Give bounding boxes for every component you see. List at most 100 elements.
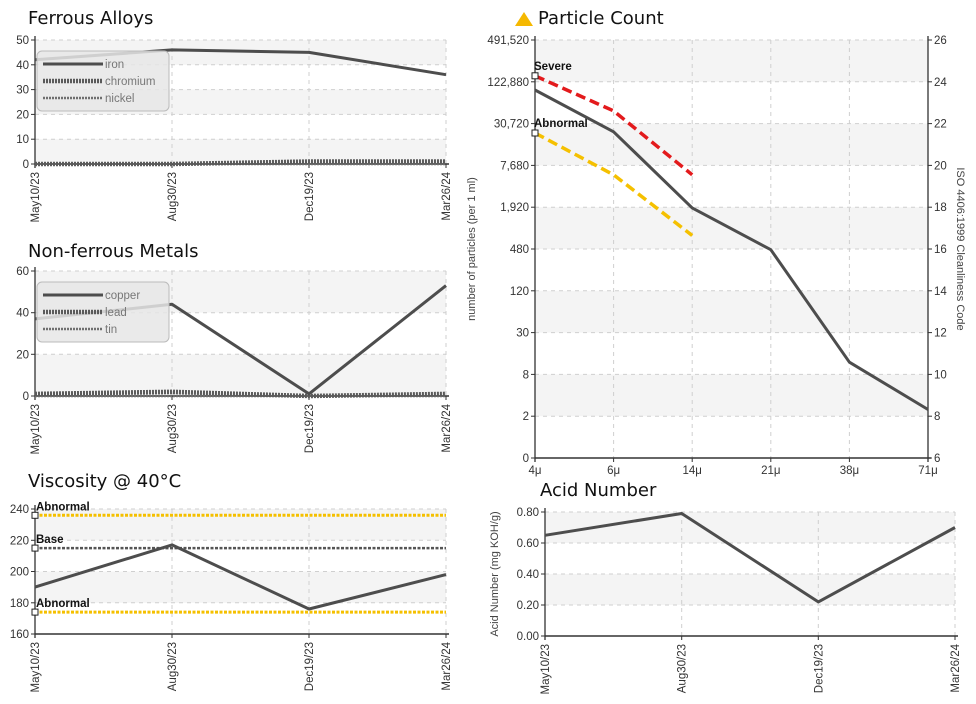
- legend-box: [36, 281, 170, 343]
- y-tick-label: 0.40: [517, 569, 539, 581]
- y-tick-label-right: 26: [934, 35, 947, 47]
- limit-marker: [31, 608, 39, 616]
- y-tick-label: 0.60: [517, 538, 539, 550]
- y-tick-label: 240: [10, 504, 29, 516]
- y-tick-label: 220: [10, 535, 29, 547]
- x-tick-label: Dec19/23: [813, 644, 825, 693]
- y-tick-label: 20: [16, 349, 29, 361]
- x-tick-label: Dec19/23: [304, 642, 316, 691]
- y-tick-label: 480: [510, 244, 529, 256]
- y-tick-label: 0.00: [517, 631, 539, 643]
- limit-marker: [531, 72, 539, 80]
- x-tick-label: May10/23: [540, 644, 552, 695]
- x-tick-label: 38μ: [840, 465, 859, 477]
- y-tick-label-right: 12: [934, 328, 947, 340]
- limit-label-base: Base: [36, 534, 64, 546]
- limit-line-severe: [534, 74, 694, 177]
- y-tick-label: 200: [10, 567, 29, 579]
- y-tick-label: 0: [23, 159, 29, 171]
- x-tick-label: Mar26/24: [950, 643, 962, 692]
- x-tick-label: May10/23: [30, 172, 42, 223]
- y-axis-label-right: ISO 4406:1999 Cleanliness Code: [954, 167, 966, 330]
- y-tick-label: 0: [23, 391, 29, 403]
- y-tick-label: 20: [16, 109, 29, 121]
- grid-band: [535, 374, 928, 417]
- limit-marker: [531, 129, 539, 137]
- y-tick-label-right: 22: [934, 119, 947, 131]
- legend-label-tin: tin: [105, 324, 117, 336]
- acid-chart: 0.00 0.20 0.40 0.60 0.80 May10/23 Aug30/23 Dec1…: [489, 507, 962, 695]
- x-tick-label: Aug30/23: [677, 644, 689, 693]
- legend-box: [36, 50, 170, 112]
- y-tick-label: 0.80: [517, 507, 539, 519]
- x-tick-label: Dec19/23: [304, 172, 316, 221]
- grid-band: [545, 574, 955, 605]
- legend-label-lead: lead: [105, 307, 127, 319]
- y-tick-label: 40: [16, 60, 29, 72]
- y-tick-label-right: 6: [934, 453, 940, 465]
- limit-marker: [31, 511, 39, 519]
- x-tick-label: Mar26/24: [441, 403, 453, 452]
- x-tick-label: 14μ: [682, 465, 701, 477]
- y-tick-label: 8: [523, 369, 529, 381]
- x-tick-label: 4μ: [528, 465, 541, 477]
- x-tick-label: Mar26/24: [441, 641, 453, 690]
- limit-marker: [31, 544, 39, 552]
- y-tick-label-right: 10: [934, 369, 947, 381]
- y-tick-label: 10: [16, 134, 29, 146]
- y-tick-label: 60: [16, 266, 29, 278]
- y-tick-label: 50: [16, 35, 29, 47]
- x-tick-label: Aug30/23: [167, 642, 179, 691]
- y-tick-label: 160: [10, 629, 29, 641]
- y-tick-label: 180: [10, 598, 29, 610]
- acid-title: Acid Number: [540, 480, 657, 501]
- series-line-viscosity: [34, 543, 447, 611]
- y-tick-label-right: 20: [934, 160, 947, 172]
- particle-title: Particle Count: [538, 8, 664, 29]
- grid-band: [535, 290, 928, 333]
- viscosity-title: Viscosity @ 40°C: [28, 471, 181, 492]
- y-axis-label: number of particles (per 1 ml): [466, 177, 478, 321]
- y-tick-label-right: 16: [934, 244, 947, 256]
- viscosity-chart: 160 180 200 220 240 May10/23 Aug30/23 Dec19/23 M…: [10, 501, 453, 692]
- grid-band: [535, 123, 928, 166]
- y-tick-label: 0.20: [517, 600, 539, 612]
- limit-label-abnormal: Abnormal: [36, 501, 90, 513]
- x-tick-label: Aug30/23: [167, 404, 179, 453]
- series-line-acid: [544, 512, 956, 604]
- grid-band: [535, 40, 928, 82]
- y-tick-label: 120: [510, 286, 529, 298]
- series-line-chromium: [35, 159, 446, 167]
- y-tick-label-right: 24: [934, 77, 947, 89]
- limit-label-severe: Severe: [534, 61, 572, 73]
- limit-line-abnormal: [534, 131, 694, 237]
- series-line-particles: [534, 88, 929, 411]
- y-tick-label-right: 14: [934, 286, 947, 298]
- y-tick-label: 122,880: [487, 77, 529, 89]
- x-tick-label: Mar26/24: [441, 171, 453, 220]
- y-tick-label: 491,520: [487, 35, 529, 47]
- series-line-lead: [34, 389, 447, 399]
- x-tick-label: May10/23: [30, 404, 42, 455]
- y-tick-label-right: 8: [934, 411, 940, 423]
- y-tick-label: 30: [516, 328, 529, 340]
- y-tick-label: 7,680: [500, 160, 529, 172]
- y-axis-label: Acid Number (mg KOH/g): [489, 511, 501, 636]
- nonferrous-chart: 0 20 40 60 May10/23 Aug30/23 Dec19/23 Mar26/24 c…: [16, 266, 453, 455]
- legend-label-chromium: chromium: [105, 76, 155, 88]
- nonferrous-title: Non-ferrous Metals: [28, 241, 198, 262]
- grid-band: [35, 509, 446, 541]
- y-tick-label-right: 18: [934, 202, 947, 214]
- y-tick-label: 30: [16, 85, 29, 97]
- legend-label-iron: iron: [105, 59, 124, 71]
- ferrous-chart: 0 10 20 30 40 50 May10/23 Aug30/23 Dec19/23 Mar26…: [16, 35, 453, 223]
- ferrous-title: Ferrous Alloys: [28, 8, 153, 29]
- limit-label-abnormal: Abnormal: [534, 118, 588, 130]
- limit-label-abnormal: Abnormal: [36, 598, 90, 610]
- x-tick-label: 21μ: [761, 465, 780, 477]
- particle-chart: 0 2 8 30 120 480 1,920 7,680 30,720 122,880 491,52…: [466, 35, 966, 477]
- x-tick-label: May10/23: [30, 642, 42, 693]
- x-tick-label: Dec19/23: [304, 404, 316, 453]
- grid-band: [545, 512, 955, 543]
